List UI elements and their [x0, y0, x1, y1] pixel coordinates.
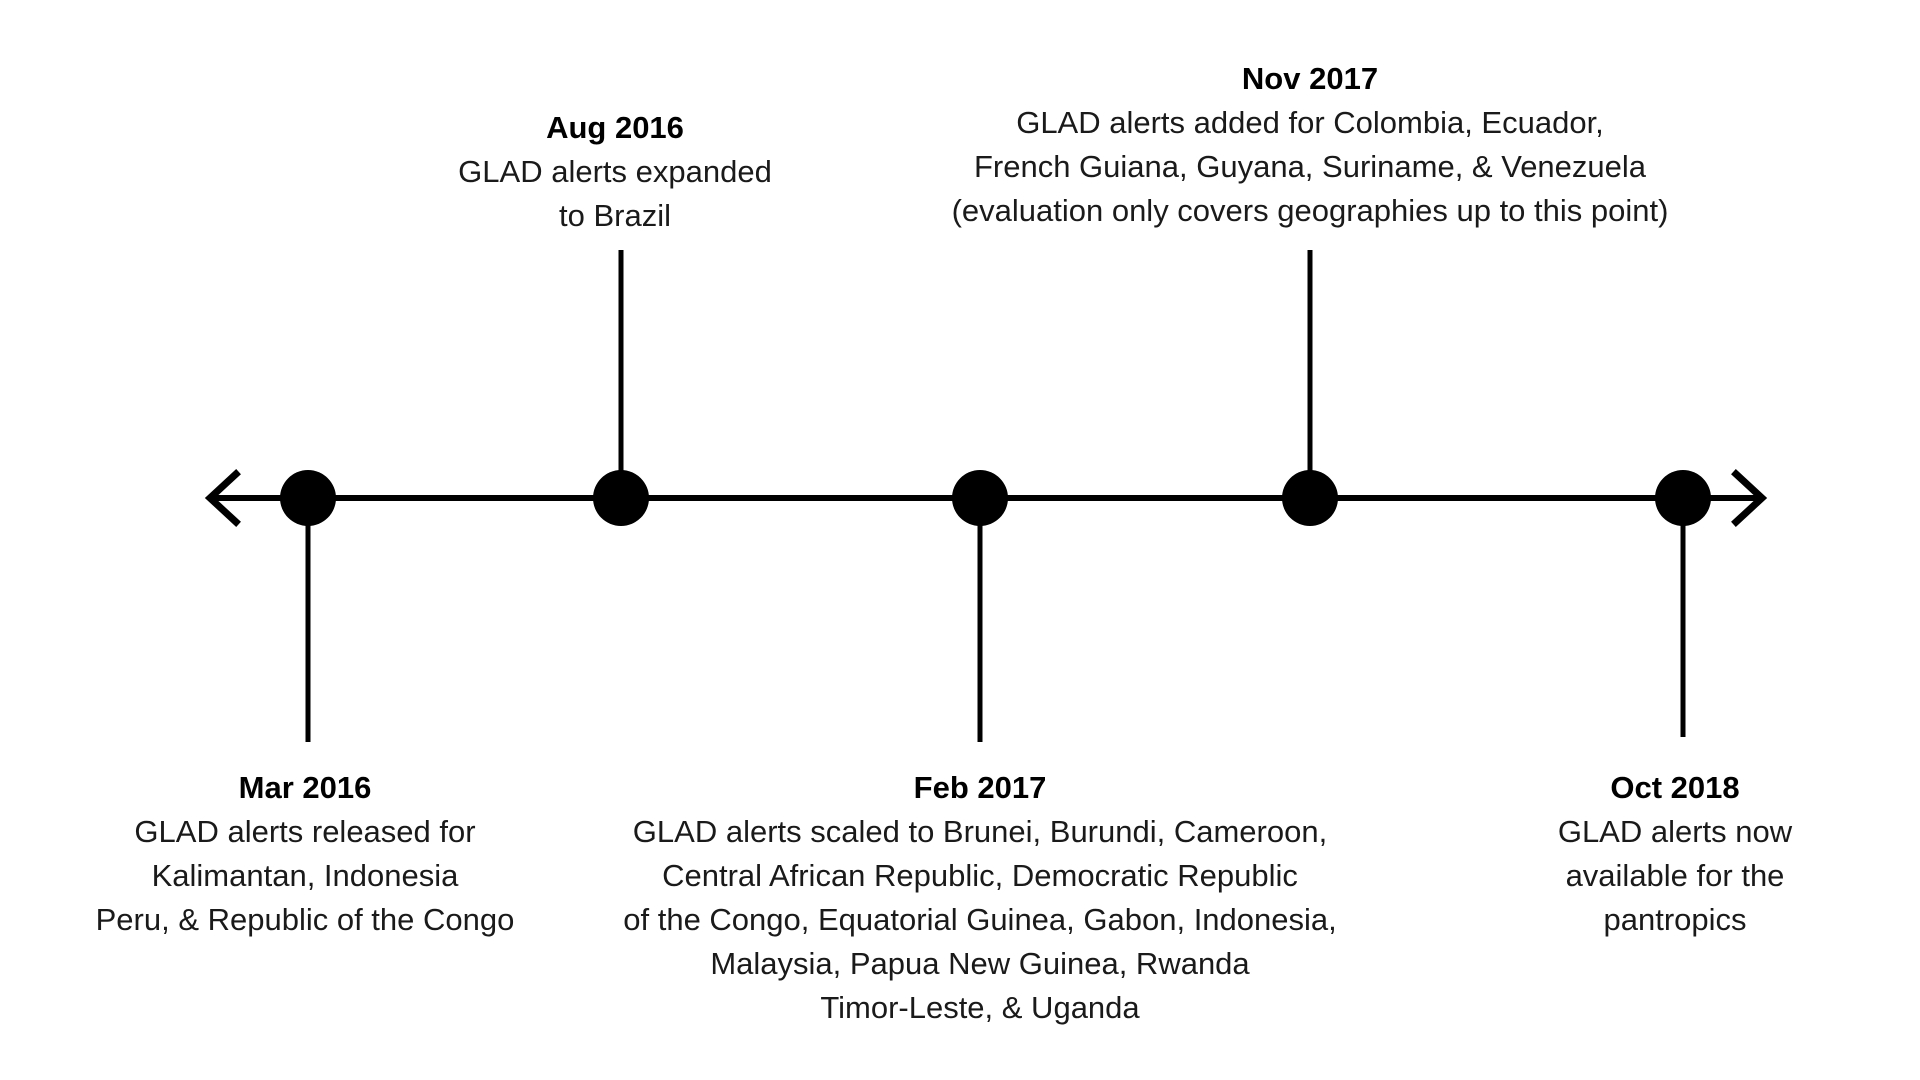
event-aug-2016: Aug 2016 GLAD alerts expanded to Brazil	[420, 106, 810, 238]
event-date: Mar 2016	[238, 770, 372, 805]
marker-feb-2017	[952, 470, 1008, 526]
event-text-line: available for the	[1565, 858, 1785, 893]
event-text-line: GLAD alerts added for Colombia, Ecuador,	[1016, 105, 1604, 140]
marker-oct-2018	[1655, 470, 1711, 526]
event-text-line: Malaysia, Papua New Guinea, Rwanda	[710, 946, 1250, 981]
event-date: Nov 2017	[1241, 61, 1379, 96]
event-text-line: GLAD alerts scaled to Brunei, Burundi, C…	[632, 814, 1328, 849]
event-text-line: to Brazil	[559, 198, 671, 233]
marker-aug-2016	[593, 470, 649, 526]
event-text-line: GLAD alerts expanded	[458, 154, 772, 189]
right-arrow-icon	[1731, 469, 1768, 527]
event-text-line: Kalimantan, Indonesia	[151, 858, 459, 893]
event-text-line: French Guiana, Guyana, Suriname, & Venez…	[973, 149, 1647, 184]
event-date: Feb 2017	[913, 770, 1047, 805]
event-text-line: of the Congo, Equatorial Guinea, Gabon, …	[623, 902, 1337, 937]
event-mar-2016: Mar 2016 GLAD alerts released for Kalima…	[60, 766, 550, 942]
event-text-line: Central African Republic, Democratic Rep…	[662, 858, 1298, 893]
event-date: Aug 2016	[546, 110, 684, 145]
event-oct-2018: Oct 2018 GLAD alerts now available for t…	[1510, 766, 1840, 942]
marker-mar-2016	[280, 470, 336, 526]
marker-nov-2017	[1282, 470, 1338, 526]
event-text-line: GLAD alerts now	[1557, 814, 1793, 849]
event-text-line: Timor-Leste, & Uganda	[820, 990, 1140, 1025]
event-feb-2017: Feb 2017 GLAD alerts scaled to Brunei, B…	[575, 766, 1385, 1030]
event-text-line: Peru, & Republic of the Congo	[95, 902, 515, 937]
left-arrow-icon	[204, 469, 241, 527]
event-nov-2017: Nov 2017 GLAD alerts added for Colombia,…	[885, 57, 1735, 233]
event-text-line: pantropics	[1603, 902, 1747, 937]
event-date: Oct 2018	[1610, 770, 1740, 805]
event-text-line: GLAD alerts released for	[134, 814, 476, 849]
event-text-line: (evaluation only covers geographies up t…	[951, 193, 1669, 228]
